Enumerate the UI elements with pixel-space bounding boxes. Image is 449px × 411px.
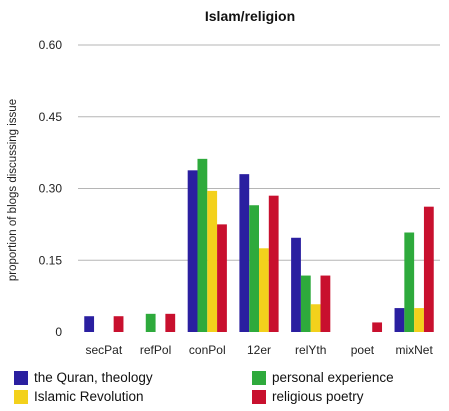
- bar-refPol-3: [165, 313, 176, 332]
- bar-mixNet-0: [394, 308, 405, 332]
- bar-conPol-0: [187, 170, 198, 332]
- bar-poet-3: [372, 322, 383, 332]
- legend-swatch: [14, 370, 28, 385]
- y-tick-label: 0.30: [39, 182, 63, 196]
- bar-mixNet-2: [414, 308, 424, 332]
- bar-secPat-0: [84, 316, 95, 332]
- legend-swatch: [252, 370, 266, 385]
- x-tick-labels: secPat refPol conPol 12er relYth poet mixNet: [86, 343, 434, 357]
- bar-mixNet-3: [423, 206, 434, 332]
- bar-mixNet-1: [404, 232, 415, 332]
- y-tick-label: 0.15: [39, 253, 63, 267]
- bar-relYth-0: [291, 237, 301, 332]
- x-tick-label: conPol: [189, 343, 226, 357]
- bar-12er-0: [239, 174, 250, 332]
- bar-relYth-2: [310, 304, 321, 332]
- legend-swatch: [14, 389, 28, 404]
- x-tick-label: mixNet: [395, 343, 433, 357]
- bar-relYth-1: [300, 275, 311, 332]
- x-tick-label: 12er: [247, 343, 271, 357]
- bar-conPol-2: [207, 190, 218, 332]
- x-tick-label: relYth: [295, 343, 326, 357]
- x-tick-label: secPat: [86, 343, 123, 357]
- bar-12er-2: [259, 248, 269, 332]
- y-tick-labels: 0 0.15 0.30 0.45 0.60: [39, 38, 63, 339]
- y-tick-label: 0.45: [39, 110, 63, 124]
- legend: the Quran, theology personal experience Is…: [14, 370, 444, 410]
- y-tick-label: 0: [55, 325, 62, 339]
- bars: [84, 158, 434, 332]
- legend-item: Islamic Revolution: [14, 389, 144, 404]
- y-tick-label: 0.60: [39, 38, 63, 52]
- bar-secPat-3: [113, 316, 124, 332]
- x-tick-label: poet: [351, 343, 375, 357]
- bar-chart: Islam/religion proportion of blogs discu…: [7, 8, 440, 357]
- legend-label: the Quran, theology: [34, 370, 153, 385]
- x-tick-label: refPol: [140, 343, 171, 357]
- legend-item: religious poetry: [252, 389, 364, 404]
- legend-swatch: [252, 389, 266, 404]
- bar-conPol-3: [217, 224, 227, 332]
- legend-label: religious poetry: [272, 389, 364, 404]
- legend-label: Islamic Revolution: [34, 389, 144, 404]
- legend-item: personal experience: [252, 370, 394, 385]
- bar-refPol-1: [145, 313, 156, 332]
- y-axis-label: proportion of blogs discussing issue: [7, 99, 19, 281]
- legend-item: the Quran, theology: [14, 370, 153, 385]
- chart-title: Islam/religion: [205, 8, 295, 24]
- bar-relYth-3: [320, 275, 331, 332]
- bar-conPol-1: [197, 158, 208, 332]
- legend-label: personal experience: [272, 370, 394, 385]
- bar-12er-1: [249, 205, 259, 332]
- bar-12er-3: [268, 195, 279, 332]
